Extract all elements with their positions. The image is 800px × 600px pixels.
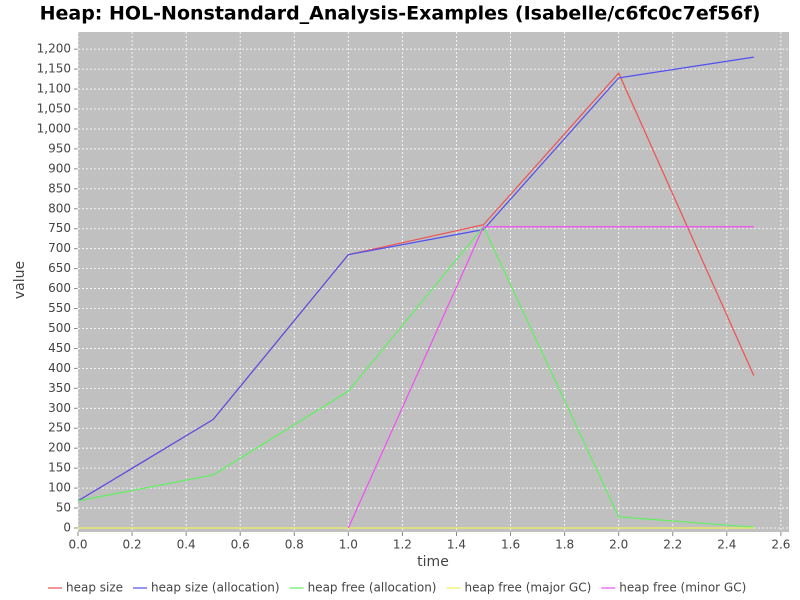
x-tick-label: 1.4 xyxy=(447,538,466,552)
y-tick-label: 1,100 xyxy=(37,82,71,96)
x-tick-label: 0.6 xyxy=(231,538,250,552)
y-tick-label: 450 xyxy=(48,341,71,355)
y-tick-label: 350 xyxy=(48,381,71,395)
y-tick-label: 1,200 xyxy=(37,42,71,56)
x-tick-label: 2.0 xyxy=(609,538,628,552)
plot-area xyxy=(78,32,789,532)
chart-title: Heap: HOL-Nonstandard_Analysis-Examples … xyxy=(40,3,761,25)
y-tick-label: 250 xyxy=(48,421,71,435)
legend-label: heap size (allocation) xyxy=(151,581,280,595)
series-line xyxy=(77,56,754,502)
y-tick-label: 650 xyxy=(48,261,71,275)
legend-label: heap free (major GC) xyxy=(465,581,592,595)
y-tick-label: 750 xyxy=(48,221,71,235)
x-tick-label: 1.6 xyxy=(501,538,520,552)
x-tick-label: 1.8 xyxy=(555,538,574,552)
y-tick-label: 500 xyxy=(48,321,71,335)
y-tick-label: 1,150 xyxy=(37,62,71,76)
y-tick-label: 1,050 xyxy=(37,102,71,116)
x-axis-label: time xyxy=(417,554,449,570)
y-tick-label: 550 xyxy=(48,301,71,315)
y-tick-label: 800 xyxy=(48,201,71,215)
y-tick-label: 150 xyxy=(48,461,71,475)
x-tick-label: 2.6 xyxy=(771,538,790,552)
x-tick-label: 2.4 xyxy=(717,538,736,552)
legend-label: heap size xyxy=(66,581,123,595)
y-tick-label: 0 xyxy=(63,521,71,535)
y-tick-label: 50 xyxy=(56,501,71,515)
y-tick-label: 900 xyxy=(48,161,71,175)
x-tick-label: 0.0 xyxy=(68,538,87,552)
y-tick-label: 850 xyxy=(48,181,71,195)
x-tick-label: 1.2 xyxy=(393,538,412,552)
x-tick-label: 2.2 xyxy=(663,538,682,552)
series-line xyxy=(77,225,754,528)
y-tick-label: 950 xyxy=(48,141,71,155)
x-tick-label: 0.4 xyxy=(177,538,196,552)
y-tick-label: 200 xyxy=(48,441,71,455)
x-tick-label: 1.0 xyxy=(339,538,358,552)
y-tick-label: 1,000 xyxy=(37,121,71,135)
y-tick-label: 300 xyxy=(48,401,71,415)
x-tick-label: 0.8 xyxy=(285,538,304,552)
legend-label: heap free (minor GC) xyxy=(619,581,746,595)
y-tick-label: 600 xyxy=(48,281,71,295)
y-tick-label: 100 xyxy=(48,481,71,495)
x-tick-label: 0.2 xyxy=(123,538,142,552)
series-line xyxy=(347,226,754,529)
y-tick-label: 400 xyxy=(48,361,71,375)
legend-label: heap free (allocation) xyxy=(308,581,437,595)
y-tick-label: 700 xyxy=(48,241,71,255)
y-axis-label: value xyxy=(12,261,28,299)
